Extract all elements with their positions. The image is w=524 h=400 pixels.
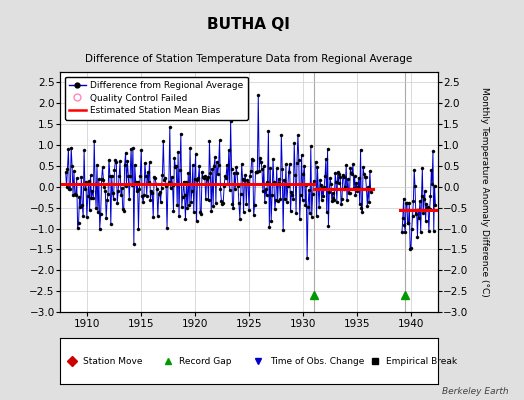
Text: Empirical Break: Empirical Break <box>386 356 457 366</box>
Text: Record Gap: Record Gap <box>179 356 232 366</box>
Text: Difference of Station Temperature Data from Regional Average: Difference of Station Temperature Data f… <box>85 54 412 64</box>
Text: Berkeley Earth: Berkeley Earth <box>442 387 508 396</box>
Legend: Difference from Regional Average, Quality Control Failed, Estimated Station Mean: Difference from Regional Average, Qualit… <box>65 76 248 120</box>
Text: Station Move: Station Move <box>83 356 143 366</box>
Text: Time of Obs. Change: Time of Obs. Change <box>270 356 364 366</box>
Text: BUTHA QI: BUTHA QI <box>208 17 290 32</box>
Y-axis label: Monthly Temperature Anomaly Difference (°C): Monthly Temperature Anomaly Difference (… <box>479 87 488 297</box>
